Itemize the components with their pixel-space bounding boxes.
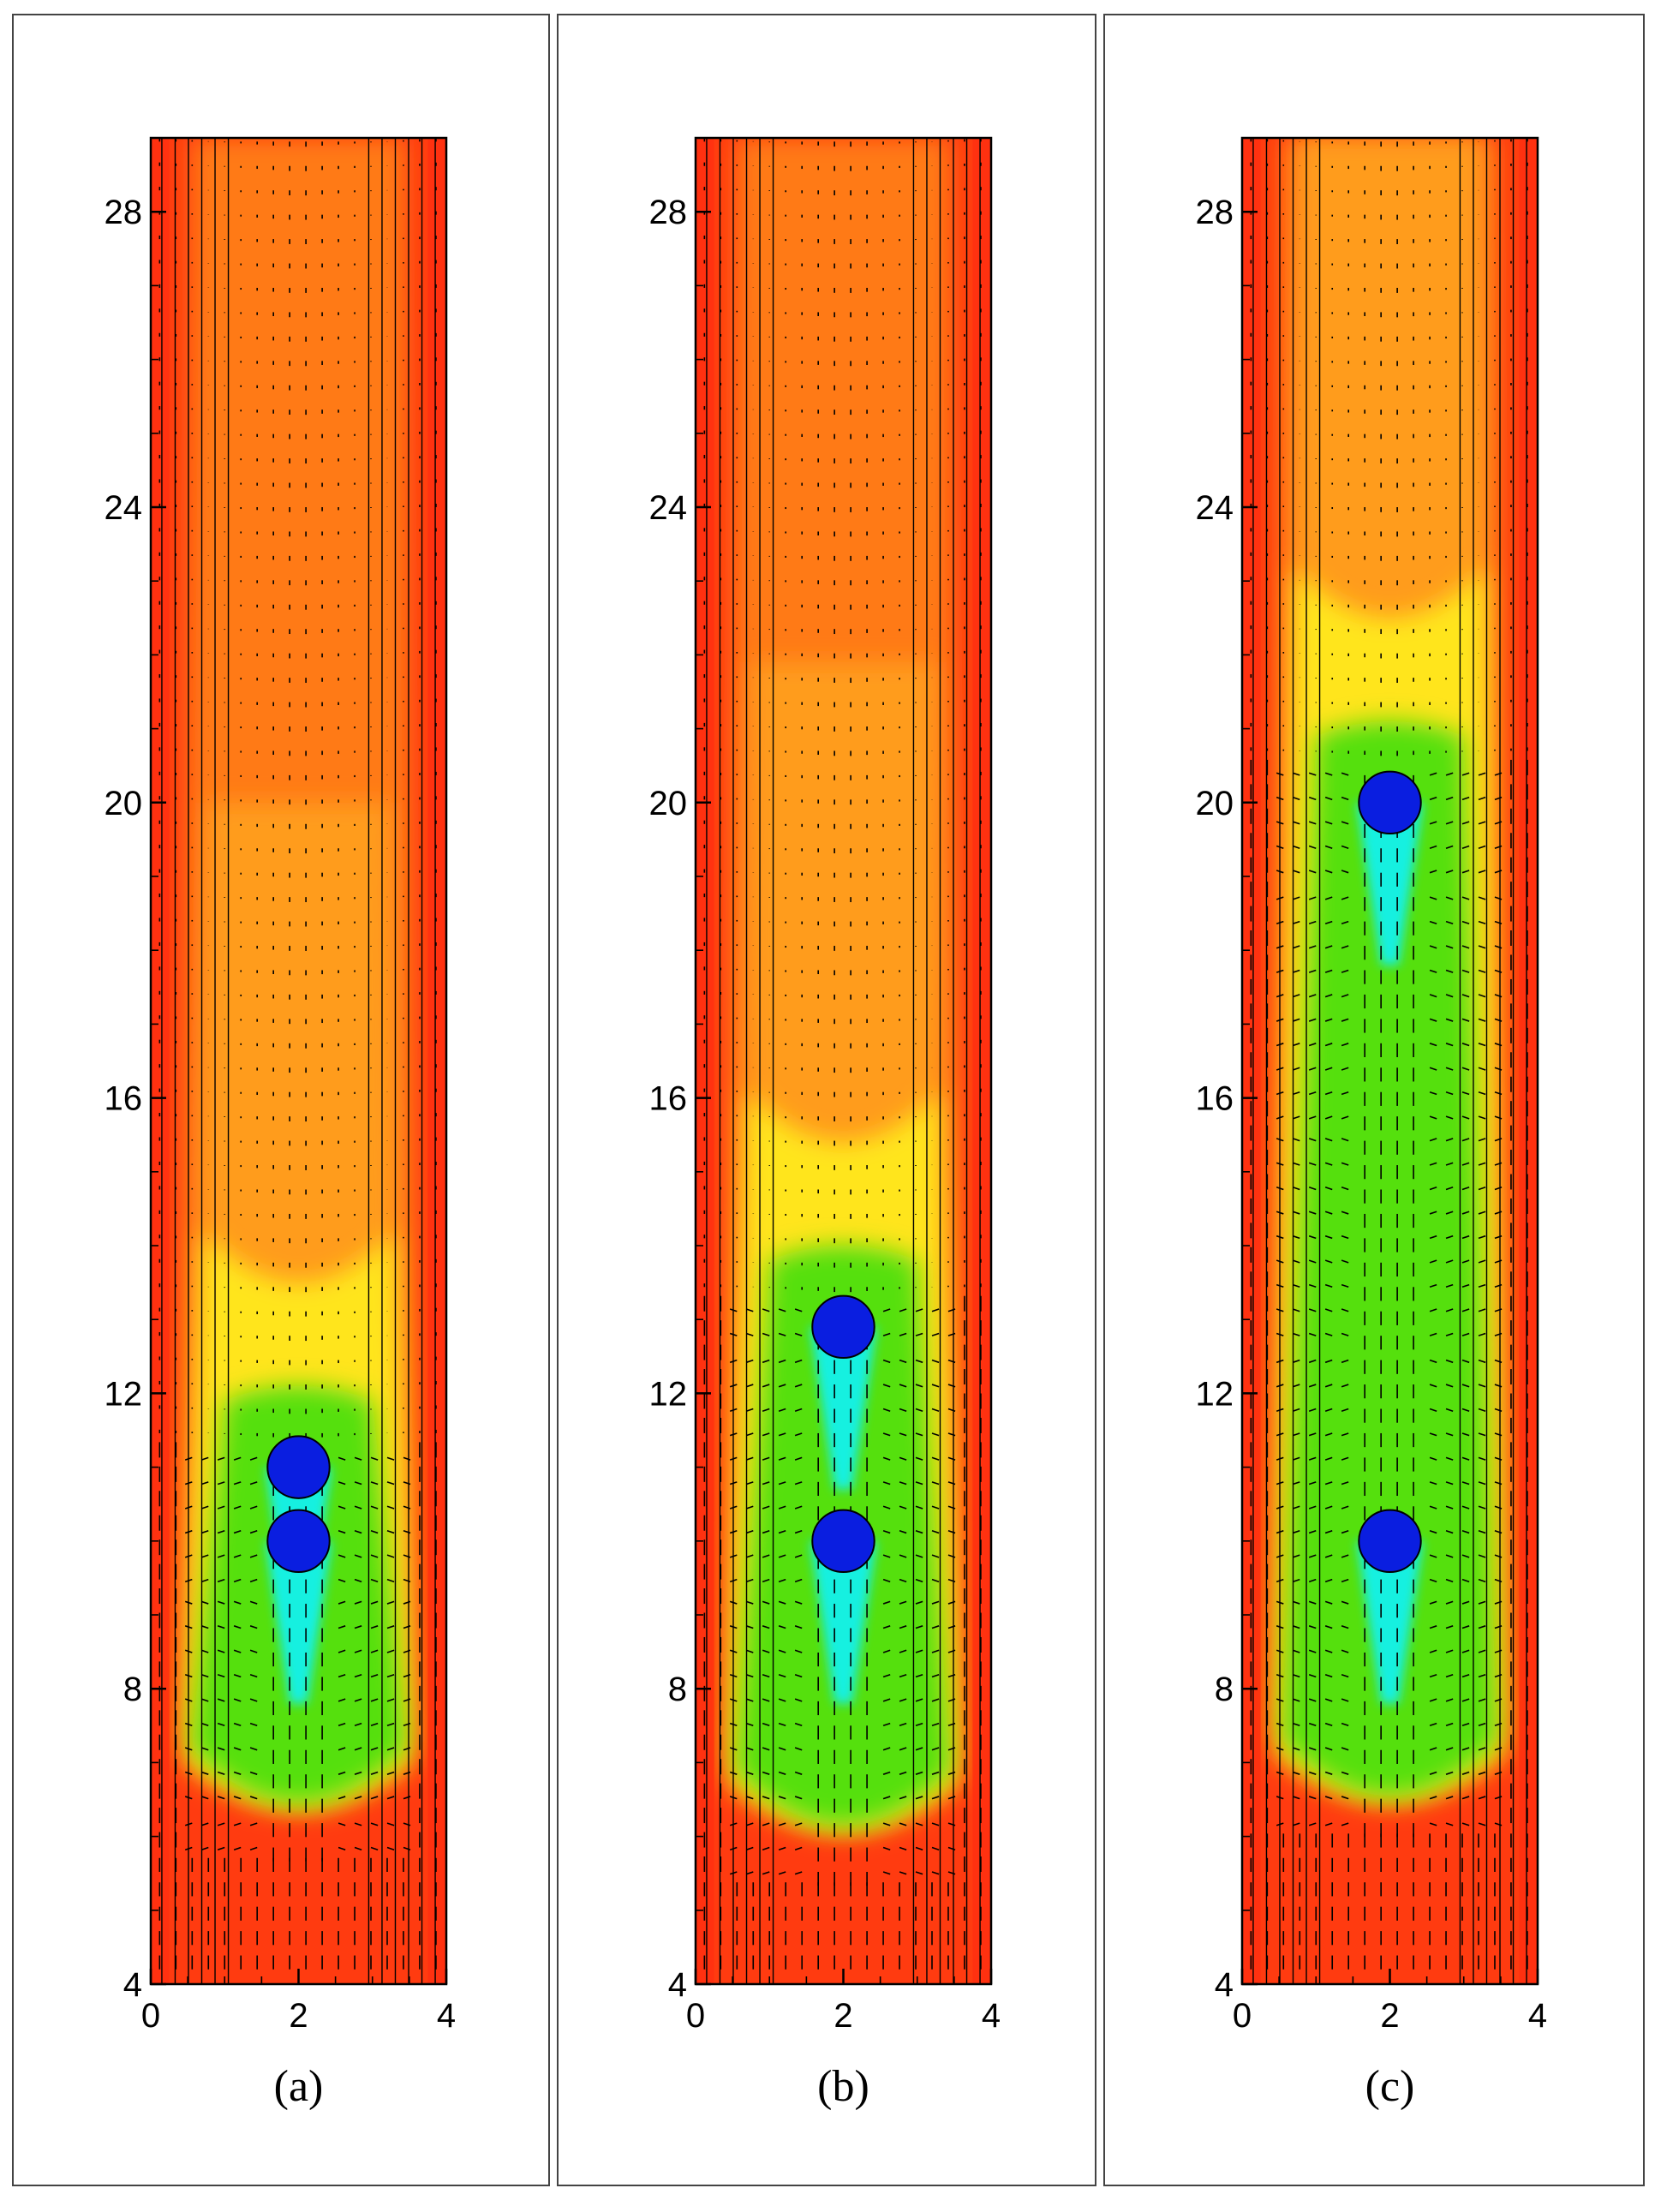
y-tick-label: 4 [668,1966,687,2004]
panel-caption: (b) [817,2062,869,2111]
x-tick-label: 2 [289,1997,308,2035]
particle-1 [811,1294,875,1360]
y-tick-label: 12 [105,1375,143,1413]
y-tick-label: 12 [649,1375,688,1413]
y-tick-label: 4 [1215,1966,1234,2004]
x-tick-label: 0 [686,1997,705,2035]
contour-field [696,138,991,1984]
particle-1 [266,1435,331,1499]
x-tick-label: 4 [1528,1997,1547,2035]
y-tick-label: 16 [1196,1080,1234,1118]
y-tick-label: 20 [1196,785,1234,822]
x-tick-label: 0 [1233,1997,1252,2035]
velocity-vectors [1250,138,1528,1970]
particle-2 [266,1509,331,1574]
x-tick-label: 4 [982,1997,1001,2035]
y-tick-label: 28 [105,194,143,231]
y-tick-label: 8 [1215,1671,1234,1708]
panel-caption: (a) [273,2062,324,2111]
particle-2 [1358,1509,1422,1574]
particle-1 [1358,770,1422,835]
y-tick-label: 24 [649,489,688,527]
y-tick-label: 24 [105,489,143,527]
y-tick-label: 16 [649,1080,688,1118]
x-tick-label: 2 [833,1997,852,2035]
y-tick-label: 16 [105,1080,143,1118]
x-tick-label: 0 [141,1997,160,2035]
y-tick-label: 8 [123,1671,142,1708]
contour-field [1242,138,1538,1984]
y-tick-label: 28 [1196,194,1234,231]
panel-b: 4 8 12 16 20 24 28 0 2 4 (b) [557,14,1096,2186]
y-tick-label: 24 [1196,489,1234,527]
particle-2 [811,1509,875,1574]
y-tick-label: 4 [123,1966,142,2004]
x-tick-label: 2 [1380,1997,1399,2035]
y-tick-label: 20 [105,785,143,822]
y-tick-label: 20 [649,785,688,822]
y-tick-label: 12 [1196,1375,1234,1413]
panel-a: 4 8 12 16 20 24 28 0 2 4 (a) [12,14,550,2186]
contour-field [151,138,446,1984]
panel-caption: (c) [1365,2062,1415,2111]
x-tick-label: 4 [437,1997,456,2035]
y-tick-label: 28 [649,194,688,231]
panel-c: 4 8 12 16 20 24 28 0 2 4 (c) [1103,14,1645,2186]
y-tick-label: 8 [668,1671,687,1708]
